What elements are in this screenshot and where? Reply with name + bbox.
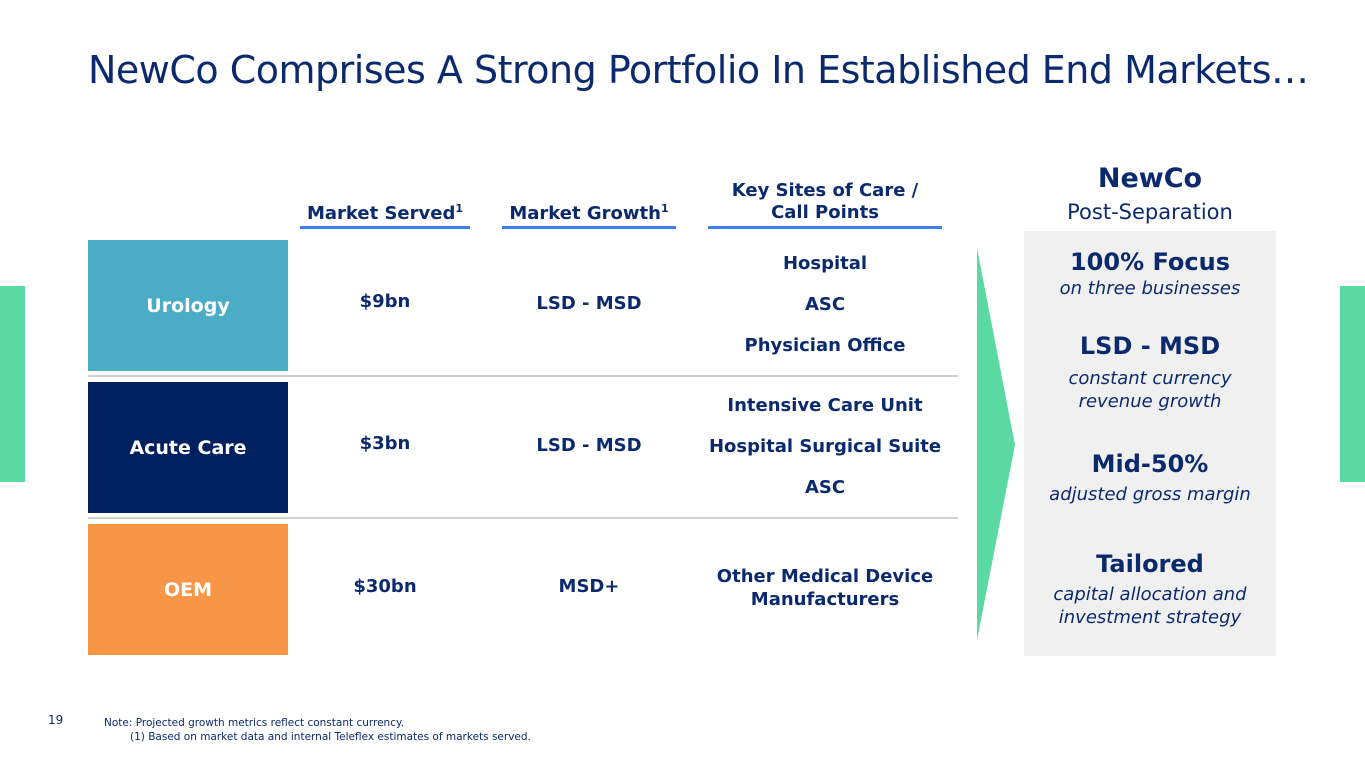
footnote-ref: 1 [660, 202, 669, 215]
page-title: NewCo Comprises A Strong Portfolio In Es… [88, 48, 1309, 92]
market-growth-value: MSD+ [558, 576, 620, 597]
market-served-underline [300, 226, 470, 229]
segment-urology: Urology [88, 240, 288, 371]
market-growth-header: Market Growth1 [502, 203, 676, 225]
footnote: Note: Projected growth metrics reflect c… [104, 716, 531, 744]
sites-header: Key Sites of Care / Call Points [708, 180, 942, 224]
site-item: Physician Office [744, 335, 906, 356]
arrow-chevron-icon [977, 248, 1015, 640]
newco-subtitle: Post-Separation [1067, 200, 1233, 224]
metric-value: LSD - MSD [1079, 332, 1221, 360]
metric-gross-margin: Mid-50% adjusted gross margin [1024, 449, 1276, 506]
metric-desc: constant currency revenue growth [1068, 368, 1232, 412]
footnote-note: Note: Projected growth metrics reflect c… [104, 717, 405, 729]
site-item: Other Medical Device [716, 566, 934, 587]
site-item: Hospital [782, 253, 868, 274]
market-growth-label: Market Growth [509, 203, 661, 224]
newco-title: NewCo [1097, 163, 1203, 194]
metric-revenue-growth: LSD - MSD constant currency revenue grow… [1024, 331, 1276, 413]
market-served-value: $30bn [353, 576, 417, 597]
metric-focus: 100% Focus on three businesses [1024, 247, 1276, 300]
market-served-value: $9bn [359, 291, 411, 312]
market-served-header: Market Served1 [300, 203, 470, 225]
metric-value: Mid-50% [1091, 450, 1209, 478]
site-item: Hospital Surgical Suite [708, 436, 942, 457]
newco-panel: 100% Focus on three businesses LSD - MSD… [1024, 231, 1276, 656]
sites-header-line2: Call Points [771, 202, 879, 223]
segment-label: Urology [146, 294, 230, 317]
site-item: Intensive Care Unit [727, 395, 923, 416]
footnote-ref: 1 [455, 202, 464, 215]
market-growth-value: LSD - MSD [536, 293, 642, 314]
sites-list: Hospital ASC Physician Office [700, 253, 950, 376]
market-growth-underline [502, 226, 676, 229]
row-divider [88, 375, 958, 377]
segment-acute-care: Acute Care [88, 382, 288, 513]
metric-desc: on three businesses [1059, 278, 1241, 299]
metric-desc: adjusted gross margin [1049, 484, 1251, 505]
site-item: Manufacturers [750, 589, 900, 610]
site-item: ASC [804, 477, 846, 498]
segment-label: Acute Care [129, 436, 247, 459]
footnote-item: (1) Based on market data and internal Te… [130, 731, 531, 743]
sites-list: Intensive Care Unit Hospital Surgical Su… [700, 395, 950, 518]
metric-desc: capital allocation and investment strate… [1053, 584, 1247, 628]
page-number: 19 [48, 713, 64, 727]
segment-oem: OEM [88, 524, 288, 655]
segment-label: OEM [163, 578, 213, 601]
market-served-value: $3bn [359, 433, 411, 454]
metric-capital-allocation: Tailored capital allocation and investme… [1024, 549, 1276, 629]
row-divider [88, 517, 958, 519]
metric-value: Tailored [1096, 550, 1204, 578]
market-served-label: Market Served [306, 203, 456, 224]
site-item: ASC [804, 294, 846, 315]
market-growth-value: LSD - MSD [536, 435, 642, 456]
sites-list: Other Medical Device Manufacturers [700, 566, 950, 612]
metric-value: 100% Focus [1069, 248, 1230, 276]
sites-underline [708, 226, 942, 229]
right-accent-bar [1340, 286, 1365, 482]
left-accent-bar [0, 286, 25, 482]
sites-header-line1: Key Sites of Care / [731, 180, 919, 201]
